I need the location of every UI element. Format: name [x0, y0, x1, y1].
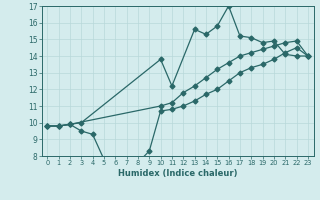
X-axis label: Humidex (Indice chaleur): Humidex (Indice chaleur): [118, 169, 237, 178]
